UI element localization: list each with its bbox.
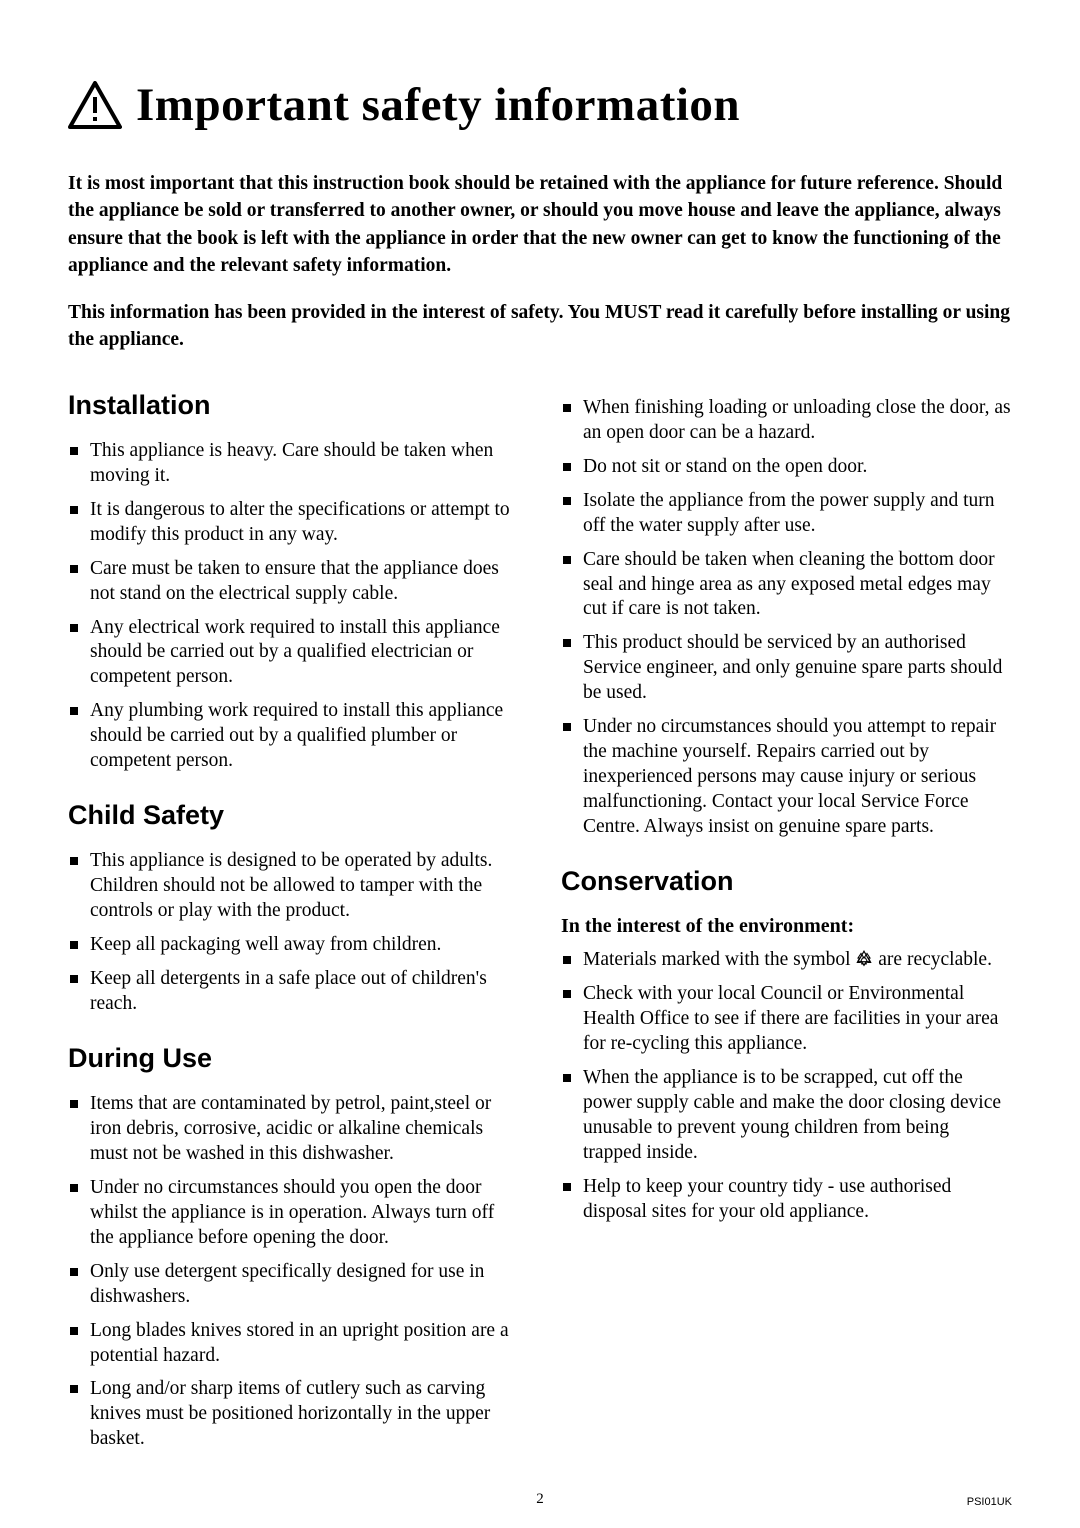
list-item: Under no circumstances should you open t…	[68, 1176, 519, 1251]
list-item: Check with your local Council or Environ…	[561, 982, 1012, 1057]
warning-icon	[68, 81, 122, 129]
list-item: This appliance is designed to be operate…	[68, 849, 519, 924]
installation-heading: Installation	[68, 390, 519, 421]
conservation-subheading: In the interest of the environment:	[561, 915, 1012, 938]
list-item: Long and/or sharp items of cutlery such …	[68, 1377, 519, 1452]
list-item: Under no circumstances should you attemp…	[561, 715, 1012, 840]
list-item: This product should be serviced by an au…	[561, 631, 1012, 706]
list-item: This appliance is heavy. Care should be …	[68, 439, 519, 489]
intro-paragraph-1: It is most important that this instructi…	[68, 170, 1012, 279]
document-code: PSI01UK	[967, 1496, 1012, 1508]
content-columns: Installation This appliance is heavy. Ca…	[68, 390, 1012, 1479]
list-item: Any plumbing work required to install th…	[68, 699, 519, 774]
intro-paragraph-2: This information has been provided in th…	[68, 299, 1012, 354]
list-item: It is dangerous to alter the specificati…	[68, 498, 519, 548]
list-item-recycle: Materials marked with the symbol are rec…	[561, 948, 1012, 973]
list-item: Only use detergent specifically designed…	[68, 1260, 519, 1310]
left-column: Installation This appliance is heavy. Ca…	[68, 390, 519, 1479]
conservation-list: Materials marked with the symbol are rec…	[561, 948, 1012, 1225]
list-item: Keep all packaging well away from childr…	[68, 933, 519, 958]
conservation-heading: Conservation	[561, 866, 1012, 897]
list-item: Items that are contaminated by petrol, p…	[68, 1092, 519, 1167]
installation-list: This appliance is heavy. Care should be …	[68, 439, 519, 774]
recycle-icon	[855, 949, 873, 967]
right-column: When finishing loading or unloading clos…	[561, 390, 1012, 1479]
title-row: Important safety information	[68, 78, 1012, 132]
list-item: Care should be taken when cleaning the b…	[561, 548, 1012, 623]
list-item: Long blades knives stored in an upright …	[68, 1319, 519, 1369]
page-number: 2	[536, 1491, 544, 1508]
page-title: Important safety information	[136, 78, 740, 132]
list-item: Any electrical work required to install …	[68, 616, 519, 691]
list-item: Isolate the appliance from the power sup…	[561, 489, 1012, 539]
list-item: Care must be taken to ensure that the ap…	[68, 557, 519, 607]
recycle-text-pre: Materials marked with the symbol	[583, 949, 855, 970]
list-item: Help to keep your country tidy - use aut…	[561, 1175, 1012, 1225]
during-use-list-b: When finishing loading or unloading clos…	[561, 396, 1012, 840]
during-use-list-a: Items that are contaminated by petrol, p…	[68, 1092, 519, 1452]
child-safety-heading: Child Safety	[68, 800, 519, 831]
list-item: Do not sit or stand on the open door.	[561, 455, 1012, 480]
list-item: Keep all detergents in a safe place out …	[68, 967, 519, 1017]
list-item: When the appliance is to be scrapped, cu…	[561, 1066, 1012, 1166]
during-use-heading: During Use	[68, 1043, 519, 1074]
recycle-text-post: are recyclable.	[873, 949, 992, 970]
list-item: When finishing loading or unloading clos…	[561, 396, 1012, 446]
child-safety-list: This appliance is designed to be operate…	[68, 849, 519, 1017]
